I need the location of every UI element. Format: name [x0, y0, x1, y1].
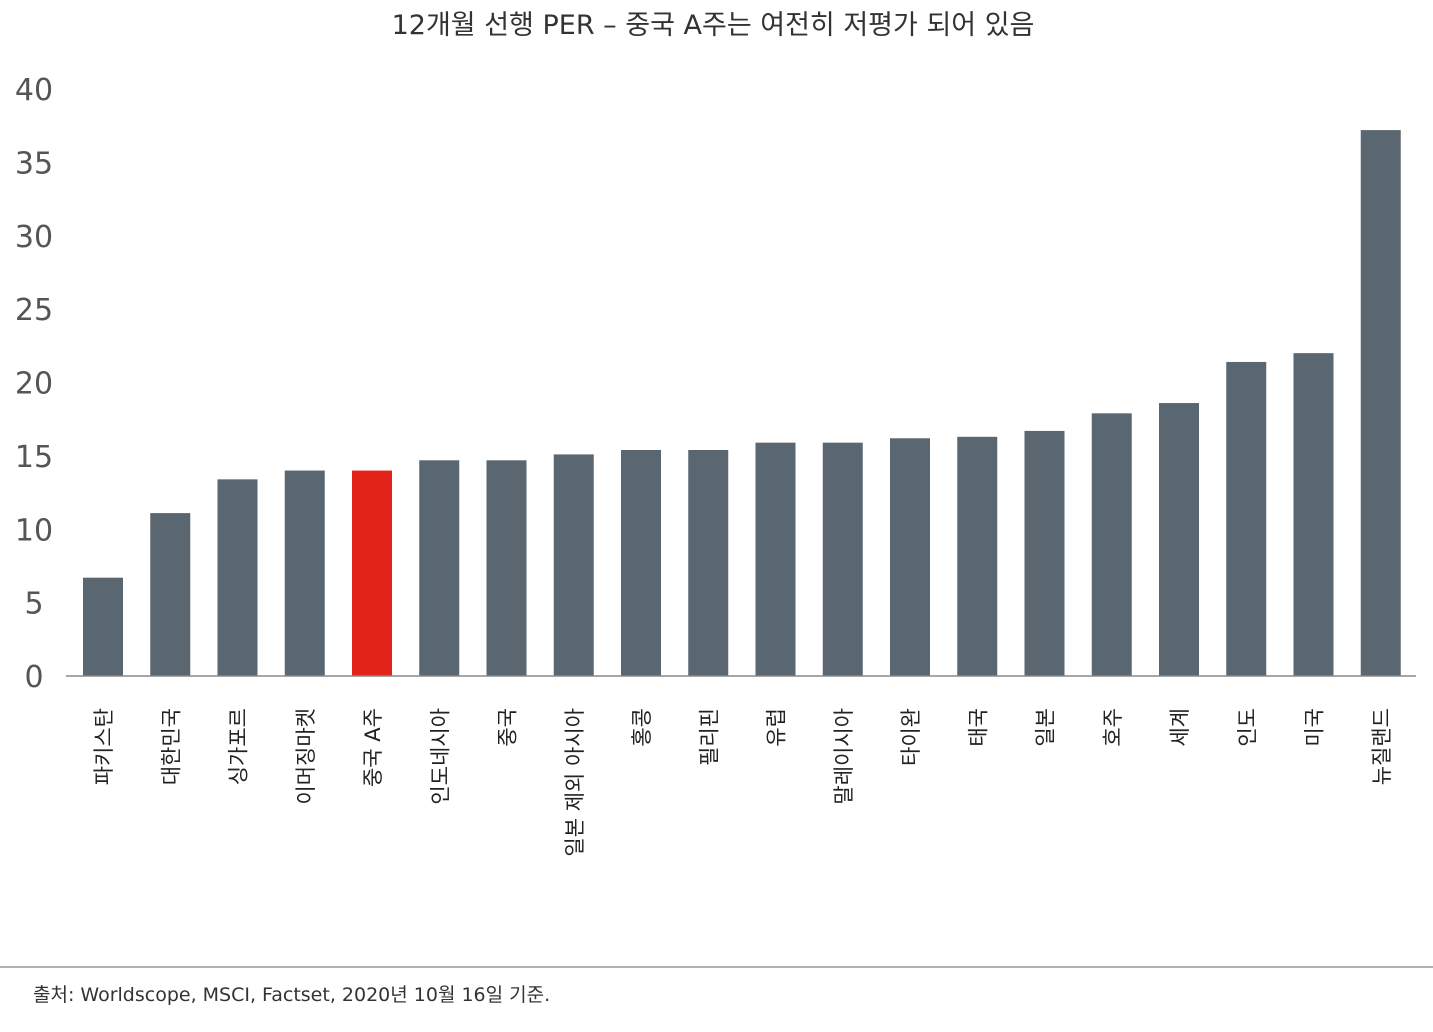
- y-tick-label: 10: [15, 513, 53, 548]
- bar: [1226, 361, 1267, 676]
- y-tick-label: 0: [24, 660, 43, 695]
- bar: [621, 450, 661, 676]
- bars: [83, 130, 1401, 677]
- x-tick-label: 세계: [1168, 708, 1192, 747]
- bar: [1024, 430, 1065, 676]
- bar: [217, 479, 258, 676]
- y-tick-label: 30: [15, 220, 53, 255]
- bar: [352, 470, 392, 676]
- x-tick-label: 호주: [1101, 708, 1125, 747]
- y-tick-label: 20: [15, 367, 53, 402]
- y-tick-label: 15: [15, 440, 53, 475]
- bar: [957, 436, 998, 676]
- bar: [1293, 353, 1334, 676]
- x-tick-label: 싱가포르: [227, 708, 251, 785]
- bar: [1159, 403, 1199, 676]
- x-tick-label: 파키스탄: [92, 708, 116, 785]
- x-tick-label: 태국: [966, 708, 990, 747]
- x-tick-label: 인도네시아: [428, 708, 452, 805]
- x-axis-labels: 파키스탄 대한민국 싱가포르 이머징마켓 중국 A주 인도네시아 중국 일본 제외 아시아 홍콩…: [92, 708, 1394, 857]
- bar: [688, 450, 729, 676]
- x-tick-label: 말레이시아: [832, 708, 856, 805]
- y-axis-ticks: 0 5 10 15 20 25 30 35 40: [15, 73, 53, 695]
- x-tick-label: 필리핀: [697, 708, 721, 766]
- chart-title: 12개월 선행 PER – 중국 A주는 여전히 저평가 되어 있음: [392, 10, 1035, 41]
- x-tick-label: 유럽: [765, 708, 789, 747]
- bar: [419, 460, 460, 676]
- bar: [890, 438, 930, 676]
- bar: [83, 577, 123, 676]
- y-tick-label: 5: [24, 587, 43, 622]
- source-note: 출처: Worldscope, MSCI, Factset, 2020년 10월…: [33, 984, 550, 1006]
- y-tick-label: 40: [15, 73, 53, 108]
- x-tick-label: 일본 제외 아시아: [563, 708, 587, 857]
- bar: [1360, 130, 1401, 677]
- y-tick-label: 25: [15, 293, 53, 328]
- bar: [486, 460, 527, 676]
- y-tick-label: 35: [15, 146, 53, 181]
- bar: [755, 442, 796, 676]
- x-tick-label: 뉴질랜드: [1370, 708, 1394, 785]
- x-tick-label: 이머징마켓: [294, 708, 318, 805]
- x-tick-label: 미국: [1303, 708, 1327, 747]
- x-tick-label: 대한민국: [159, 708, 183, 785]
- bar: [553, 454, 594, 676]
- x-tick-label: 중국 A주: [361, 708, 385, 787]
- bar: [150, 513, 191, 676]
- bar: [284, 470, 325, 676]
- bar: [1091, 413, 1132, 676]
- bar: [822, 442, 863, 676]
- x-tick-label: 홍콩: [630, 708, 654, 747]
- x-tick-label: 일본: [1034, 708, 1058, 747]
- x-tick-label: 타이완: [899, 708, 923, 766]
- x-tick-label: 중국: [496, 708, 520, 747]
- x-tick-label: 인도: [1235, 708, 1259, 747]
